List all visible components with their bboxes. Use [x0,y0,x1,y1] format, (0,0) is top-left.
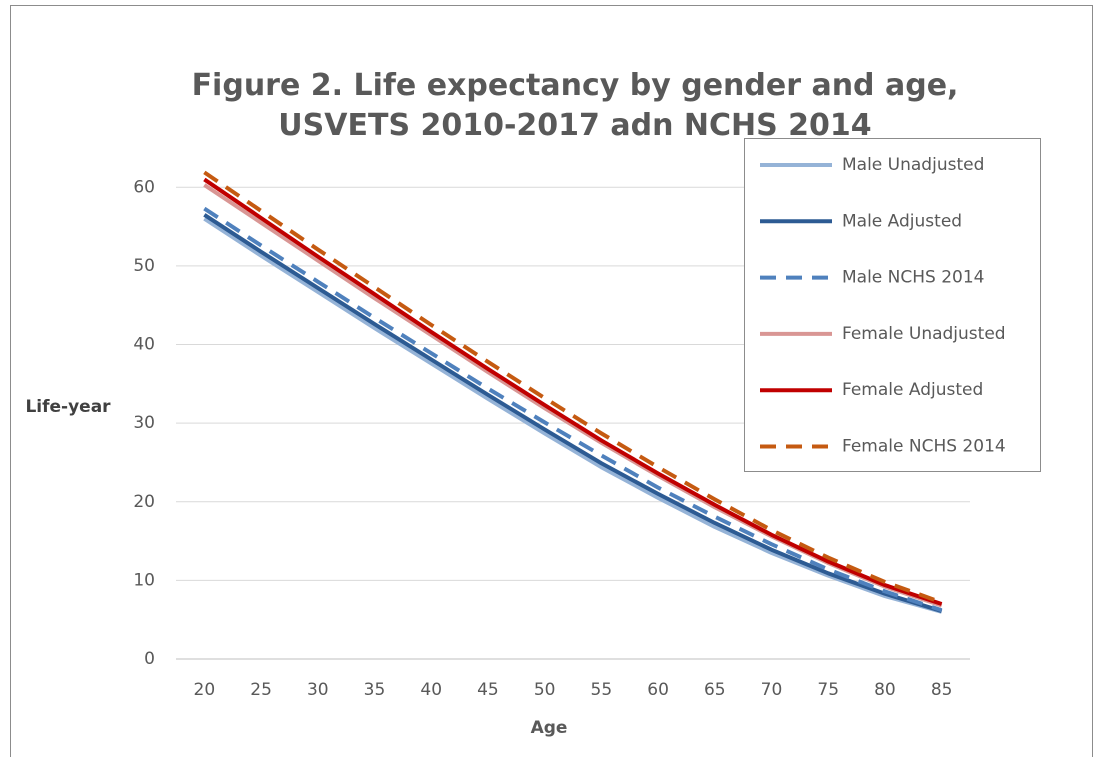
y-tick-label: 50 [133,256,155,276]
x-tick-label: 85 [931,680,953,700]
x-tick-label: 35 [364,680,386,700]
x-tick-label: 65 [704,680,726,700]
legend-label: Male NCHS 2014 [842,268,985,288]
x-tick-label: 25 [250,680,272,700]
x-tick-label: 75 [817,680,839,700]
chart-title: Figure 2. Life expectancy by gender and … [191,68,959,143]
series-line [203,177,943,606]
x-tick-label: 60 [647,680,669,700]
x-tick-label: 45 [477,680,499,700]
y-tick-label: 40 [133,335,155,355]
legend-label: Female Adjusted [842,380,983,400]
legend-label: Male Adjusted [842,211,962,231]
y-tick-label: 0 [144,649,155,669]
series-line [203,217,943,614]
x-tick-label: 20 [194,680,216,700]
x-axis-label: Age [531,718,568,738]
legend-label: Male Unadjusted [842,155,984,175]
x-tick-label: 80 [874,680,896,700]
legend-box [744,138,1041,472]
x-tick-label: 70 [761,680,783,700]
y-tick-label: 20 [133,492,155,512]
series-line [203,206,943,613]
x-tick-label: 40 [420,680,442,700]
x-tick-label: 50 [534,680,556,700]
legend-label: Female Unadjusted [842,324,1006,344]
y-tick-label: 60 [133,177,155,197]
y-axis-label: Life-year [25,397,111,417]
x-tick-label: 55 [591,680,613,700]
legend-label: Female NCHS 2014 [842,437,1006,457]
series-line [203,213,943,613]
y-tick-label: 10 [133,570,155,590]
x-tick-label: 30 [307,680,329,700]
y-tick-label: 30 [133,413,155,433]
